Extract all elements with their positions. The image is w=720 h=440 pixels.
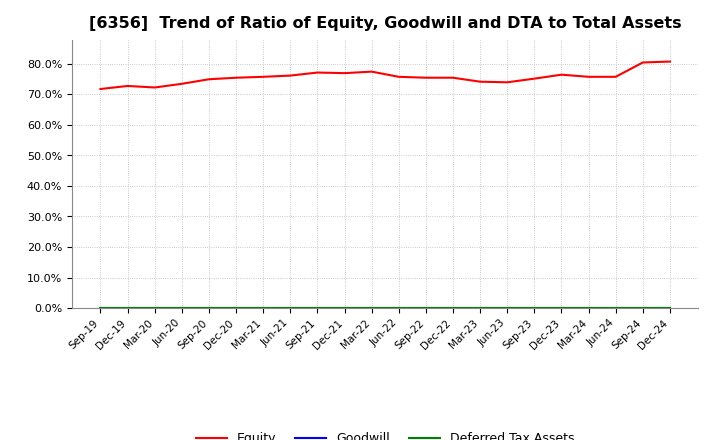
Goodwill bbox=[204, 305, 213, 311]
Equity bbox=[96, 86, 105, 92]
Deferred Tax Assets bbox=[123, 305, 132, 311]
Goodwill bbox=[96, 305, 105, 311]
Equity bbox=[232, 75, 240, 81]
Goodwill bbox=[665, 305, 674, 311]
Goodwill bbox=[476, 305, 485, 311]
Deferred Tax Assets bbox=[476, 305, 485, 311]
Goodwill bbox=[503, 305, 511, 311]
Goodwill bbox=[611, 305, 620, 311]
Equity bbox=[611, 74, 620, 80]
Deferred Tax Assets bbox=[639, 305, 647, 311]
Deferred Tax Assets bbox=[259, 305, 268, 311]
Goodwill bbox=[421, 305, 430, 311]
Equity bbox=[367, 69, 376, 74]
Legend: Equity, Goodwill, Deferred Tax Assets: Equity, Goodwill, Deferred Tax Assets bbox=[191, 427, 580, 440]
Equity bbox=[123, 83, 132, 88]
Goodwill bbox=[530, 305, 539, 311]
Goodwill bbox=[313, 305, 322, 311]
Deferred Tax Assets bbox=[204, 305, 213, 311]
Equity bbox=[584, 74, 593, 80]
Equity bbox=[449, 75, 457, 81]
Equity bbox=[639, 60, 647, 65]
Goodwill bbox=[584, 305, 593, 311]
Goodwill bbox=[150, 305, 159, 311]
Equity bbox=[395, 74, 403, 80]
Equity bbox=[178, 81, 186, 87]
Deferred Tax Assets bbox=[96, 305, 105, 311]
Goodwill bbox=[341, 305, 349, 311]
Equity bbox=[150, 85, 159, 90]
Deferred Tax Assets bbox=[665, 305, 674, 311]
Goodwill bbox=[232, 305, 240, 311]
Goodwill bbox=[367, 305, 376, 311]
Equity bbox=[204, 77, 213, 82]
Equity bbox=[341, 70, 349, 76]
Deferred Tax Assets bbox=[530, 305, 539, 311]
Deferred Tax Assets bbox=[395, 305, 403, 311]
Equity bbox=[259, 74, 268, 80]
Equity bbox=[313, 70, 322, 75]
Deferred Tax Assets bbox=[449, 305, 457, 311]
Deferred Tax Assets bbox=[232, 305, 240, 311]
Equity bbox=[665, 59, 674, 64]
Goodwill bbox=[395, 305, 403, 311]
Deferred Tax Assets bbox=[313, 305, 322, 311]
Goodwill bbox=[123, 305, 132, 311]
Goodwill bbox=[639, 305, 647, 311]
Equity bbox=[476, 79, 485, 84]
Deferred Tax Assets bbox=[178, 305, 186, 311]
Deferred Tax Assets bbox=[611, 305, 620, 311]
Equity bbox=[503, 80, 511, 85]
Deferred Tax Assets bbox=[557, 305, 566, 311]
Goodwill bbox=[449, 305, 457, 311]
Equity bbox=[557, 72, 566, 77]
Goodwill bbox=[259, 305, 268, 311]
Deferred Tax Assets bbox=[150, 305, 159, 311]
Equity bbox=[286, 73, 294, 78]
Goodwill bbox=[178, 305, 186, 311]
Deferred Tax Assets bbox=[584, 305, 593, 311]
Deferred Tax Assets bbox=[503, 305, 511, 311]
Title: [6356]  Trend of Ratio of Equity, Goodwill and DTA to Total Assets: [6356] Trend of Ratio of Equity, Goodwil… bbox=[89, 16, 682, 32]
Deferred Tax Assets bbox=[286, 305, 294, 311]
Line: Equity: Equity bbox=[101, 62, 670, 89]
Deferred Tax Assets bbox=[367, 305, 376, 311]
Goodwill bbox=[557, 305, 566, 311]
Deferred Tax Assets bbox=[341, 305, 349, 311]
Deferred Tax Assets bbox=[421, 305, 430, 311]
Goodwill bbox=[286, 305, 294, 311]
Equity bbox=[530, 76, 539, 81]
Equity bbox=[421, 75, 430, 81]
